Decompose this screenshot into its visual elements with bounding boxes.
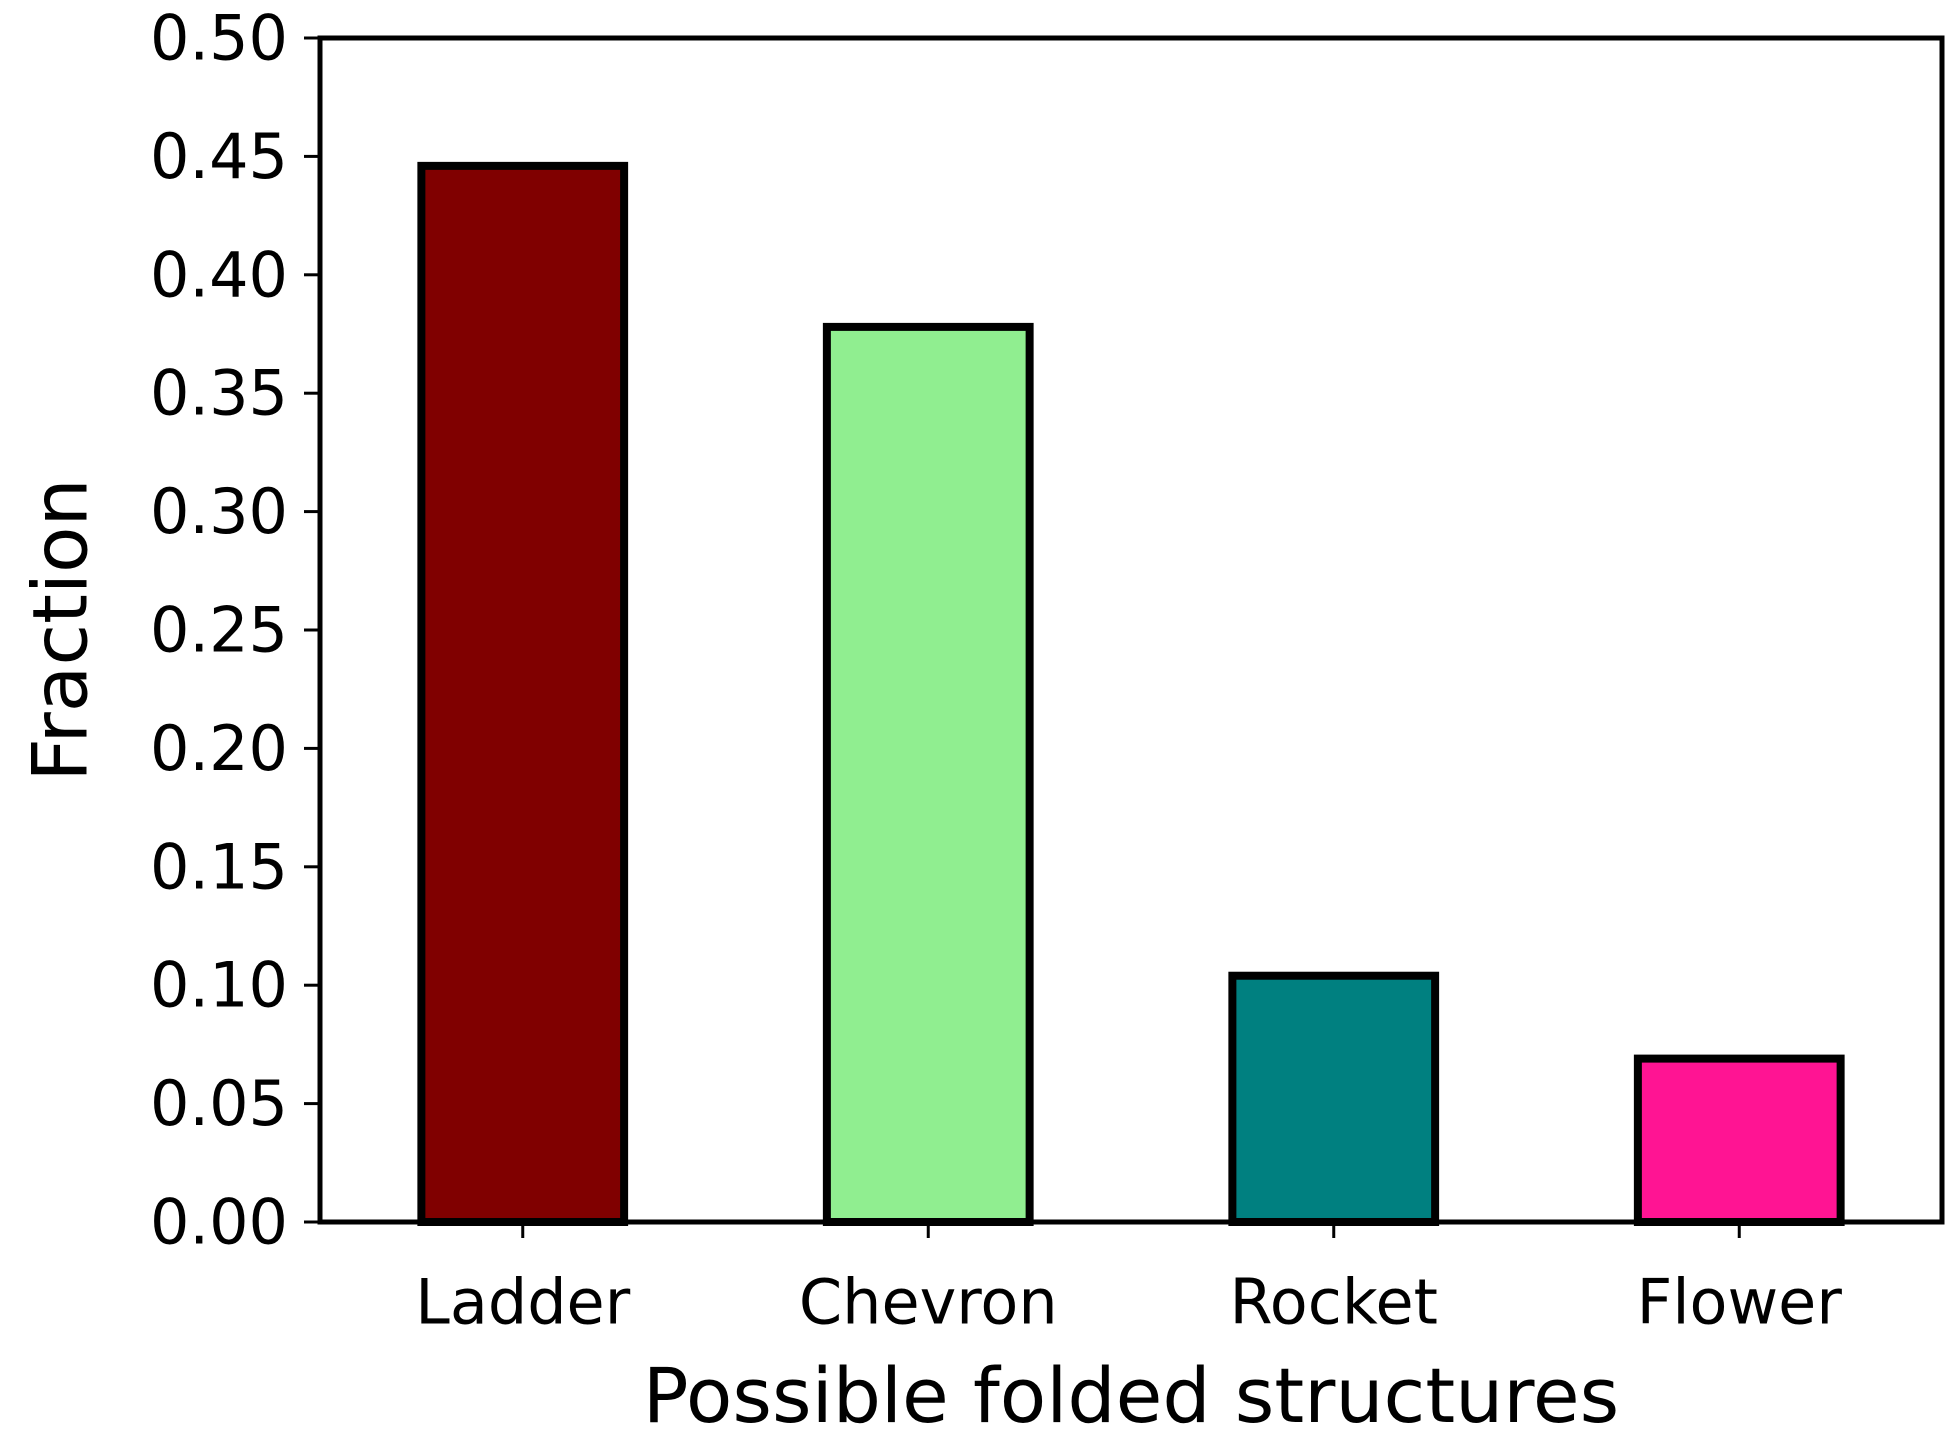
x-tick-label-flower: Flower [1637,1266,1843,1339]
y-tick-label: 0.45 [150,120,288,193]
y-tick-label: 0.15 [150,830,288,903]
x-tick-label-chevron: Chevron [799,1266,1058,1339]
y-tick-label: 0.00 [150,1186,288,1259]
bar-chevron [822,322,1034,1226]
y-tick-label: 0.10 [150,949,288,1022]
x-axis-label: Possible folded structures [643,1351,1619,1440]
y-tick-label: 0.30 [150,475,288,548]
y-axis-label: Fraction [16,478,105,781]
bar-flower [1633,1054,1845,1227]
y-tick-label: 0.35 [150,357,288,430]
x-axis-ticks: Ladder Chevron Rocket Flower [415,1222,1842,1339]
y-tick-label: 0.40 [150,238,288,311]
y-axis-ticks: 0.00 0.05 0.10 0.15 0.20 0.25 0.30 0.35 0.40 0.45… [150,2,320,1259]
plot-frame [317,35,1945,1225]
bar-ladder [417,161,629,1227]
x-tick-label-ladder: Ladder [415,1266,630,1339]
y-tick-label: 0.25 [150,594,288,667]
x-tick-label-rocket: Rocket [1230,1266,1438,1339]
y-tick-label: 0.05 [150,1067,288,1140]
bar-rocket [1228,971,1440,1227]
y-tick-label: 0.20 [150,712,288,785]
y-tick-label: 0.50 [150,2,288,75]
bars-group [417,161,1845,1227]
